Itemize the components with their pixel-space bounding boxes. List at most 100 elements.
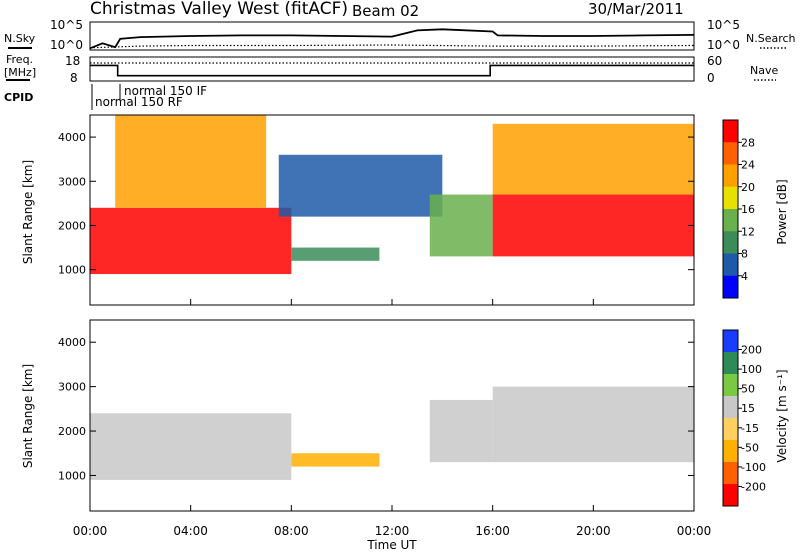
vel-cbar-swatch-4 <box>723 418 738 441</box>
vel-cbar-tick-label-4: -15 <box>741 422 759 435</box>
vel-cbar-swatch-5 <box>723 440 738 463</box>
power-heatmap <box>90 115 694 275</box>
noise-left-label: N.Sky <box>4 32 36 45</box>
velocity-heatmap <box>90 386 694 480</box>
power-cbar-swatch-0 <box>723 120 738 143</box>
freq-tick-bottom: 8 <box>70 71 78 85</box>
power-cbar-swatch-6 <box>723 253 738 277</box>
noise-series <box>89 28 695 50</box>
velocity-colorbar: 200 100 50 15 -15 -50 -100 -200 <box>722 329 766 507</box>
cpid-label: CPID <box>4 91 33 104</box>
noise-left-tick-bottom: 10^0 <box>50 38 83 52</box>
noise-line-n-sky <box>89 28 695 50</box>
power-heat-region-4 <box>429 194 493 257</box>
power-cbar-swatch-3 <box>723 186 738 210</box>
velocity-panel: 1000 2000 3000 4000 Slant Range [km] 200 100… <box>21 319 789 512</box>
x-tick-label-3: 12:00 <box>375 524 410 538</box>
freq-panel: Freq. [MHz] 18 8 60 0 Nave <box>4 53 778 85</box>
power-y-axis: 1000 2000 3000 4000 <box>58 131 694 277</box>
noise-right-tick-top: 10^5 <box>707 18 740 32</box>
power-ylabel: Slant Range [km] <box>21 160 35 264</box>
date-label: 30/Mar/2011 <box>588 0 684 18</box>
power-yticks-tick-label-0: 1000 <box>58 264 86 277</box>
vel-cbar-tick-label-2: 50 <box>741 383 755 396</box>
power-cbar-tick-label-2: 20 <box>741 181 755 194</box>
velocity-colorbar-label: Velocity [m s⁻¹] <box>775 369 789 462</box>
vel-cbar-tick-label-6: -100 <box>741 461 766 474</box>
power-cbar-tick-label-4: 12 <box>741 225 755 238</box>
x-tick-label-1: 04:00 <box>173 524 208 538</box>
vel-yticks-tick-label-3: 4000 <box>58 336 86 349</box>
vel-cbar-swatch-0 <box>723 330 738 353</box>
vel-cbar-tick-label-5: -50 <box>741 441 759 454</box>
noise-right-label: N.Search <box>746 32 796 45</box>
power-yticks-tick-label-2: 3000 <box>58 175 86 188</box>
power-cbar-swatch-5 <box>723 231 738 254</box>
cpid-mode-1: normal 150 RF <box>95 95 183 109</box>
power-cbar-tick-label-1: 24 <box>741 159 755 172</box>
noise-left-tick-top: 10^5 <box>50 18 83 32</box>
power-heat-region-0 <box>90 207 292 275</box>
cpid-panel: CPID normal 150 IF normal 150 RF <box>4 84 207 110</box>
vel-heat-region-1 <box>291 453 380 467</box>
beam-label: Beam 02 <box>352 2 419 20</box>
nave-label: Nave <box>750 64 778 77</box>
vel-yticks-tick-label-1: 2000 <box>58 425 86 438</box>
vel-cbar-tick-label-0: 200 <box>741 344 762 357</box>
freq-tick-top: 18 <box>65 54 80 68</box>
noise-right-tick-bottom: 10^0 <box>707 38 740 52</box>
velocity-ylabel: Slant Range [km] <box>21 364 35 468</box>
vel-yticks-tick-label-2: 3000 <box>58 381 86 394</box>
power-yticks-tick-label-3: 4000 <box>58 131 86 144</box>
power-heat-region-3 <box>291 247 380 261</box>
power-cbar-swatch-4 <box>723 209 738 232</box>
x-axis: 00:00 04:00 08:00 12:00 16:00 20:00 00:00 <box>73 299 712 538</box>
power-heat-region-2 <box>278 154 443 217</box>
power-cbar-tick-label-5: 8 <box>741 248 748 261</box>
x-tick-label-2: 08:00 <box>274 524 309 538</box>
power-yticks-tick-label-1: 2000 <box>58 219 86 232</box>
power-cbar-tick-label-3: 16 <box>741 203 755 216</box>
power-colorbar-label: Power [dB] <box>775 179 789 244</box>
power-heat-region-5 <box>492 194 694 257</box>
power-cbar-swatch-7 <box>723 275 738 299</box>
x-axis-label: Time UT <box>366 538 417 552</box>
x-tick-label-0: 00:00 <box>73 524 108 538</box>
x-tick-label-5: 20:00 <box>576 524 611 538</box>
vel-cbar-swatch-3 <box>723 396 738 419</box>
freq-series <box>90 62 694 77</box>
freq-panel-frame <box>89 56 695 82</box>
power-panel: 1000 2000 3000 4000 Slant Range [km] 28 24 20… <box>21 114 789 306</box>
x-tick-label-4: 16:00 <box>475 524 510 538</box>
power-cbar-tick-label-0: 28 <box>741 136 755 149</box>
vel-heat-region-3 <box>492 386 694 463</box>
freq-line <box>90 64 694 77</box>
plot-title: Christmas Valley West (fitACF) <box>90 0 348 19</box>
power-cbar-swatch-2 <box>723 164 738 188</box>
noise-panel-frame <box>89 21 695 51</box>
vel-cbar-tick-label-1: 100 <box>741 363 762 376</box>
noise-panel: N.Sky 10^5 10^0 10^5 10^0 N.Search <box>4 18 796 52</box>
nave-tick-top: 60 <box>707 54 722 68</box>
freq-label-line2: [MHz] <box>4 66 36 79</box>
vel-cbar-swatch-2 <box>723 374 738 397</box>
noise-line-n-search <box>89 44 695 49</box>
vel-cbar-swatch-6 <box>723 462 738 485</box>
velocity-y-axis: 1000 2000 3000 4000 <box>58 336 694 482</box>
vel-heat-region-0 <box>90 413 292 480</box>
vel-cbar-swatch-7 <box>723 484 738 507</box>
vel-yticks-tick-label-0: 1000 <box>58 469 86 482</box>
vel-heat-region-2 <box>429 399 493 463</box>
power-cbar-tick-label-6: 4 <box>741 270 748 283</box>
vel-cbar-swatch-1 <box>723 352 738 375</box>
power-heat-region-6 <box>492 123 694 195</box>
nave-tick-bottom: 0 <box>707 71 715 85</box>
vel-cbar-frame <box>722 329 739 507</box>
freq-label-line1: Freq. <box>6 53 33 66</box>
power-colorbar: 28 24 20 16 12 8 4 <box>722 119 755 299</box>
cpid-mode-2: normal 150 IF <box>124 84 207 98</box>
x-tick-label-6: 00:00 <box>677 524 712 538</box>
vel-cbar-tick-label-7: -200 <box>741 480 766 493</box>
vel-cbar-tick-label-3: 15 <box>741 402 755 415</box>
